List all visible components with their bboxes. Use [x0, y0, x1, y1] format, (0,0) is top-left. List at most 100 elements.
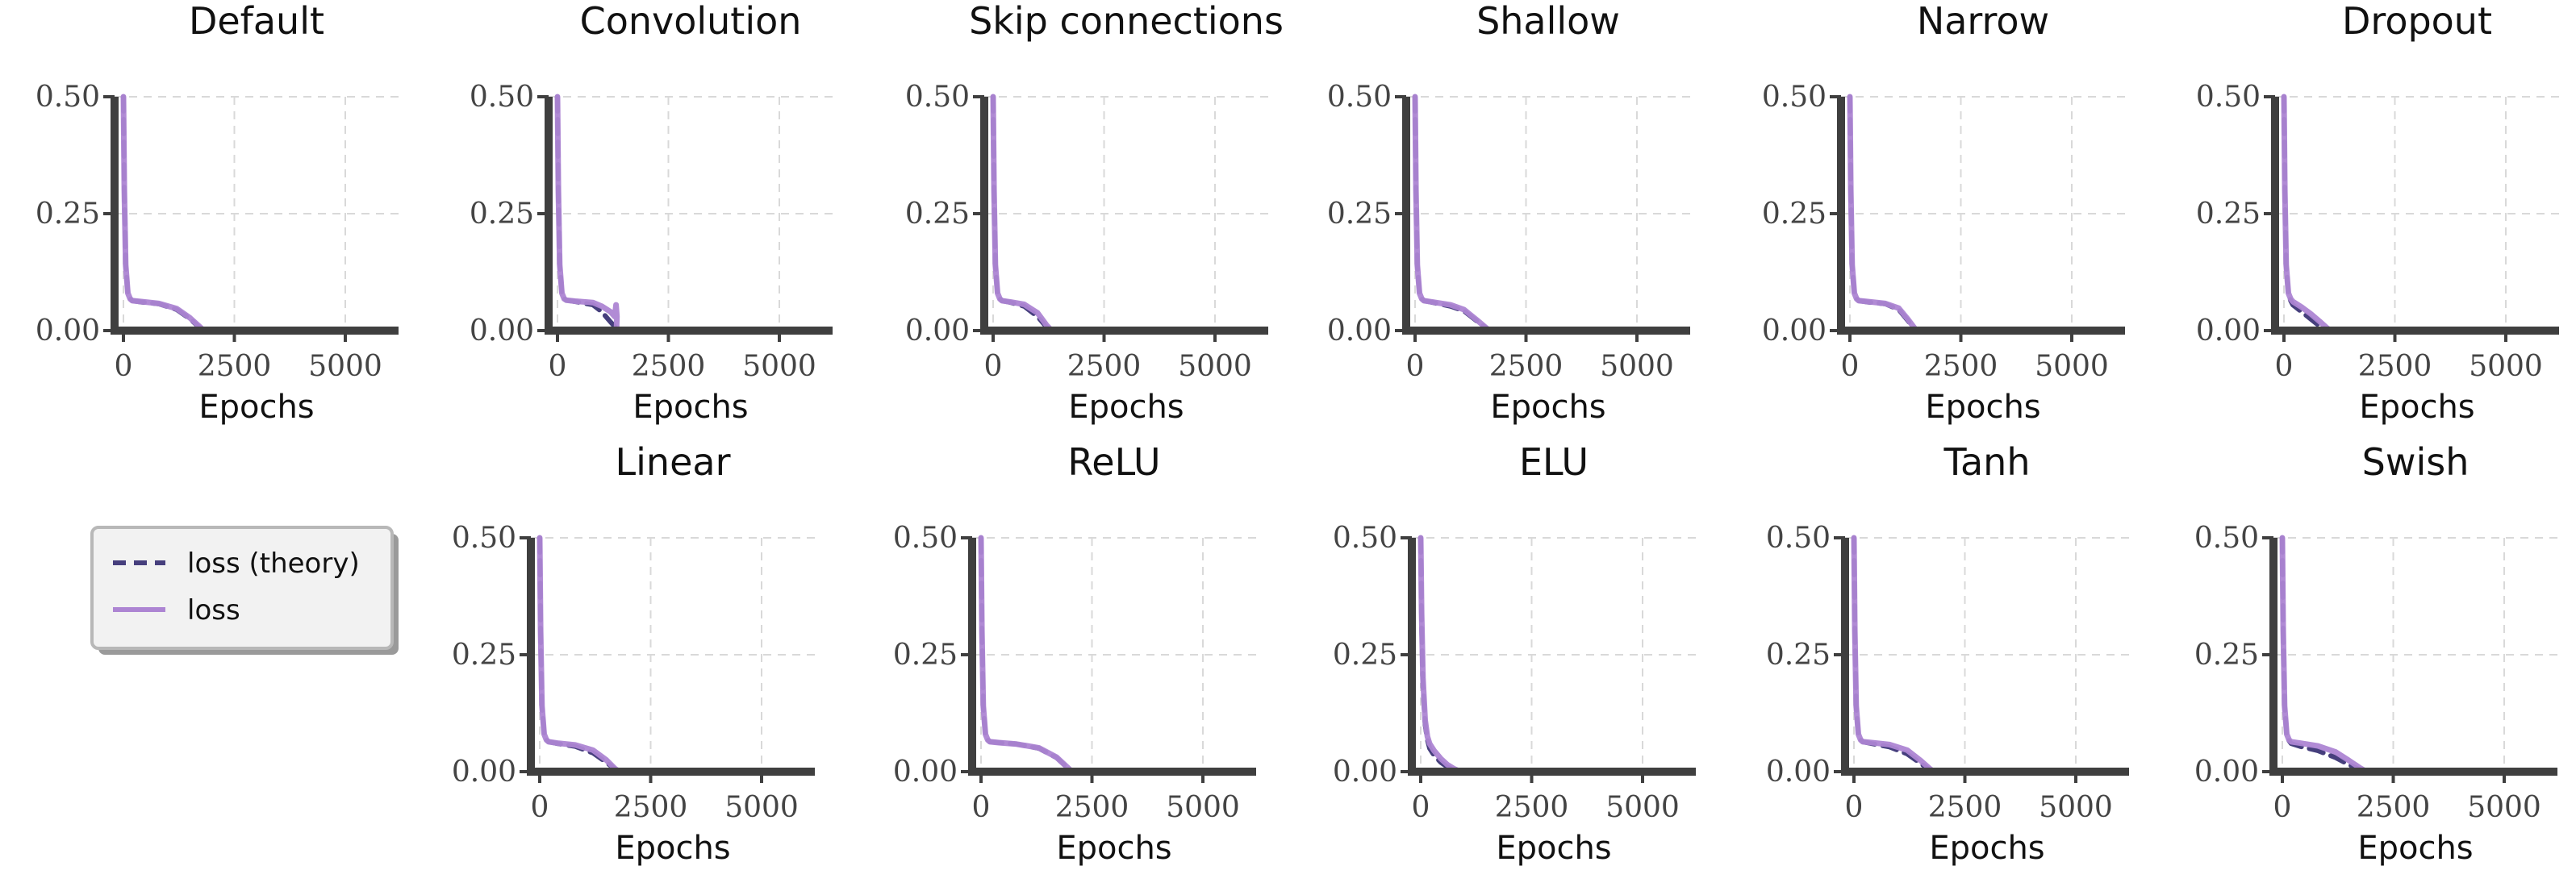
x-tick-label: 0 — [1845, 791, 1864, 824]
x-tick-label: 5000 — [308, 350, 382, 383]
y-tick-label: 0.00 — [1333, 756, 1397, 789]
legend-theory-label: loss (theory) — [187, 548, 360, 580]
y-tick-label: 0.50 — [905, 81, 970, 114]
series-loss-line — [1412, 94, 1493, 334]
y-tick-label: 0.50 — [452, 522, 516, 555]
y-tick-label: 0.00 — [1762, 314, 1827, 348]
x-axis-label: Epochs — [1929, 830, 2044, 867]
x-tick-label: 0 — [1412, 791, 1430, 824]
subplot-title: Tanh — [1943, 440, 2031, 484]
x-tick-label: 2500 — [2357, 791, 2431, 824]
y-tick-label: 0.25 — [1766, 639, 1831, 672]
x-axis-label: Epochs — [615, 830, 730, 867]
x-tick-label: 2500 — [1055, 791, 1129, 824]
y-tick-label: 0.50 — [1762, 81, 1827, 114]
y-tick-label: 0.50 — [2194, 522, 2259, 555]
x-tick-label: 0 — [531, 791, 549, 824]
y-tick-label: 0.00 — [1327, 314, 1392, 348]
y-tick-label: 0.00 — [893, 756, 958, 789]
series-loss-theory-line — [555, 94, 618, 330]
subplot-shallow: 0.00 0.25 0.50 0 2500 5000 Epochs Shallow — [1327, 0, 1690, 426]
y-tick-label: 0.25 — [35, 198, 100, 231]
subplot-title: Shallow — [1476, 0, 1620, 43]
y-tick-label: 0.00 — [905, 314, 970, 348]
x-tick-label: 2500 — [1928, 791, 2002, 824]
subplot-default: 0.00 0.25 0.50 0 2500 5000 Epochs Default — [35, 0, 399, 426]
x-tick-label: 2500 — [198, 350, 272, 383]
x-axis-label: Epochs — [1925, 389, 2040, 426]
x-tick-label: 2500 — [1067, 350, 1142, 383]
y-tick-label: 0.50 — [1327, 81, 1392, 114]
legend-loss-label: loss — [187, 594, 240, 627]
y-tick-label: 0.25 — [893, 639, 958, 672]
subplot-skip-connections: 0.00 0.25 0.50 0 2500 5000 Epochs Skip connecti… — [905, 0, 1284, 426]
x-axis-label: Epochs — [198, 389, 314, 426]
series-loss-line — [2279, 535, 2369, 775]
subplot-title: Swish — [2362, 440, 2470, 484]
x-tick-label: 0 — [972, 791, 991, 824]
subplot-linear: 0.00 0.25 0.50 0 2500 5000 Epochs Linear — [452, 440, 815, 867]
y-tick-label: 0.50 — [2196, 81, 2261, 114]
subplot-title: Skip connections — [969, 0, 1284, 43]
y-tick-label: 0.00 — [2196, 314, 2261, 348]
y-tick-label: 0.00 — [1766, 756, 1831, 789]
subplot-title: Narrow — [1917, 0, 2049, 43]
y-tick-label: 0.25 — [1762, 198, 1827, 231]
x-tick-label: 5000 — [2039, 791, 2113, 824]
x-tick-label: 5000 — [724, 791, 799, 824]
series-loss-line — [554, 94, 620, 334]
subplot-relu: 0.00 0.25 0.50 0 2500 5000 Epochs ReLU — [893, 440, 1256, 867]
series-loss-line — [978, 535, 1075, 775]
y-tick-label: 0.25 — [470, 198, 534, 231]
x-tick-label: 5000 — [1178, 350, 1252, 383]
subplot-title: Dropout — [2342, 0, 2492, 43]
y-tick-label: 0.00 — [452, 756, 516, 789]
x-tick-label: 2500 — [1489, 350, 1564, 383]
subplot-title: ELU — [1519, 440, 1589, 484]
x-axis-label: Epochs — [2357, 830, 2473, 867]
y-tick-label: 0.25 — [2194, 639, 2259, 672]
subplot-title: ReLU — [1067, 440, 1160, 484]
series-loss-line — [2281, 94, 2334, 334]
y-tick-label: 0.25 — [905, 198, 970, 231]
x-tick-label: 5000 — [1600, 350, 1674, 383]
y-tick-label: 0.00 — [2194, 756, 2259, 789]
subplot-title: Default — [189, 0, 324, 43]
subplot-title: Linear — [616, 440, 731, 484]
y-tick-label: 0.25 — [2196, 198, 2261, 231]
x-axis-label: Epochs — [1490, 389, 1605, 426]
subplot-elu: 0.00 0.25 0.50 0 2500 5000 Epochs ELU — [1333, 440, 1696, 867]
x-tick-label: 5000 — [2469, 350, 2543, 383]
series-loss-line — [1851, 535, 1937, 775]
y-tick-label: 0.50 — [1766, 522, 1831, 555]
x-axis-label: Epochs — [2359, 389, 2474, 426]
x-tick-label: 0 — [1406, 350, 1425, 383]
x-tick-label: 5000 — [1166, 791, 1240, 824]
x-tick-label: 0 — [115, 350, 133, 383]
x-tick-label: 0 — [549, 350, 567, 383]
legend: loss (theory) loss — [90, 526, 399, 655]
y-tick-label: 0.25 — [1327, 198, 1392, 231]
subplot-tanh: 0.00 0.25 0.50 0 2500 5000 Epochs Tanh — [1766, 440, 2129, 867]
subplot-title: Convolution — [580, 0, 802, 43]
x-tick-label: 0 — [2275, 350, 2294, 383]
x-tick-label: 2500 — [1924, 350, 1998, 383]
x-tick-label: 5000 — [1605, 791, 1680, 824]
series-loss-line — [1847, 94, 1919, 334]
x-tick-label: 2500 — [632, 350, 706, 383]
x-tick-label: 2500 — [2358, 350, 2432, 383]
x-tick-label: 2500 — [1495, 791, 1569, 824]
subplot-dropout: 0.00 0.25 0.50 0 2500 5000 Epochs Dropout — [2196, 0, 2559, 426]
subplot-narrow: 0.00 0.25 0.50 0 2500 5000 Epochs Narrow — [1762, 0, 2125, 426]
y-tick-label: 0.00 — [470, 314, 534, 348]
x-tick-label: 5000 — [742, 350, 816, 383]
y-tick-label: 0.50 — [470, 81, 534, 114]
y-tick-label: 0.25 — [1333, 639, 1397, 672]
x-tick-label: 2500 — [614, 791, 688, 824]
x-tick-label: 5000 — [2467, 791, 2541, 824]
x-tick-label: 0 — [2273, 791, 2292, 824]
x-axis-label: Epochs — [1068, 389, 1184, 426]
x-axis-label: Epochs — [1056, 830, 1171, 867]
series-loss-line — [536, 535, 623, 775]
